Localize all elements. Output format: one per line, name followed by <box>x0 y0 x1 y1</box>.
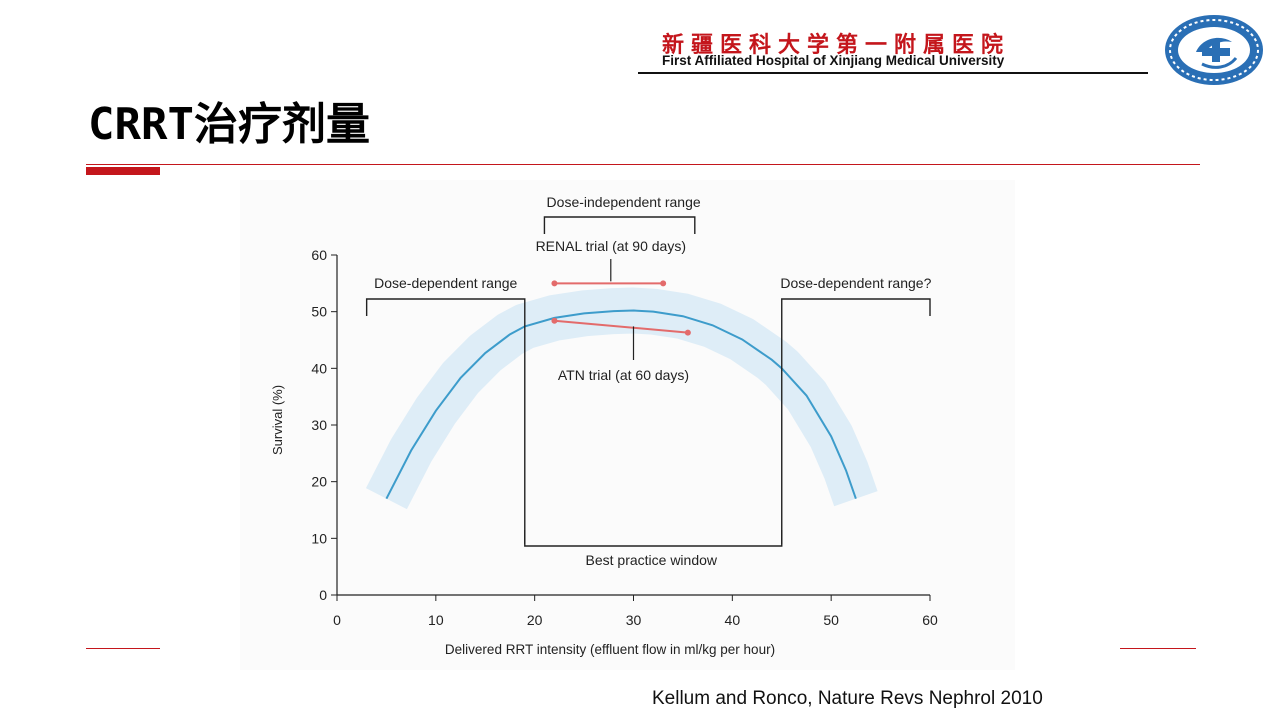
x-tick-label: 10 <box>428 612 444 628</box>
x-tick-label: 20 <box>527 612 543 628</box>
y-tick-label: 60 <box>311 247 327 263</box>
hospital-logo <box>1165 15 1263 85</box>
header-rule <box>638 72 1148 74</box>
x-tick-label: 50 <box>823 612 839 628</box>
x-tick-label: 40 <box>725 612 741 628</box>
y-tick-label: 50 <box>311 304 327 320</box>
survival-chart: 0 10 20 30 40 50 60 0 10 20 30 40 50 60 Dose-independ… <box>270 194 938 657</box>
figure-background <box>240 180 1015 670</box>
dose-dependent-right-bracket <box>781 298 931 544</box>
y-tick-label: 10 <box>311 530 327 546</box>
survival-band <box>365 287 878 510</box>
x-axis-label: Delivered RRT intensity (effluent flow i… <box>445 642 775 657</box>
best-practice-bracket <box>524 530 783 547</box>
renal-trial-point <box>551 280 558 287</box>
institution-name-cn: 新疆医科大学第一附属医院 <box>662 33 1011 58</box>
x-tick-label: 0 <box>333 612 341 628</box>
title-rule <box>86 164 1200 165</box>
dose-dependent-right-label: Dose-dependent range? <box>780 275 931 291</box>
chart-axes: 0 10 20 30 40 50 60 0 10 20 30 40 50 60 <box>311 247 938 628</box>
best-practice-label: Best practice window <box>586 552 718 568</box>
y-tick-label: 30 <box>311 417 327 433</box>
survival-curve <box>385 309 857 500</box>
institution-name-en: First Affiliated Hospital of Xinjiang Me… <box>662 53 1005 68</box>
band-area <box>365 287 878 510</box>
x-tick-label: 30 <box>626 612 642 628</box>
renal-trial-point <box>660 280 667 287</box>
citation: Kellum and Ronco, Nature Revs Nephrol 20… <box>652 688 1043 709</box>
y-tick-label: 40 <box>311 360 327 376</box>
chart-annotations: Dose-independent range RENAL trial (at 90… <box>365 194 932 568</box>
atn-trial-label: ATN trial (at 60 days) <box>558 367 689 383</box>
x-tick-label: 60 <box>922 612 938 628</box>
chart-series <box>385 280 857 500</box>
dose-dependent-left-bracket <box>365 298 526 544</box>
dose-independent-label: Dose-independent range <box>547 194 701 210</box>
footer-rule-left <box>86 648 160 649</box>
footer-rule-right <box>1120 648 1196 649</box>
y-tick-label: 0 <box>319 587 327 603</box>
y-axis-label: Survival (%) <box>270 385 285 455</box>
atn-trial-point <box>551 317 558 324</box>
title-accent-bar <box>86 167 160 175</box>
y-tick-label: 20 <box>311 474 327 490</box>
atn-trial-point <box>684 329 691 336</box>
slide-title: CRRT治疗剂量 <box>88 99 370 150</box>
renal-trial-label: RENAL trial (at 90 days) <box>536 238 686 254</box>
dose-independent-bracket <box>543 216 696 234</box>
dose-dependent-left-label: Dose-dependent range <box>374 275 517 291</box>
atn-trial-line <box>554 319 688 334</box>
